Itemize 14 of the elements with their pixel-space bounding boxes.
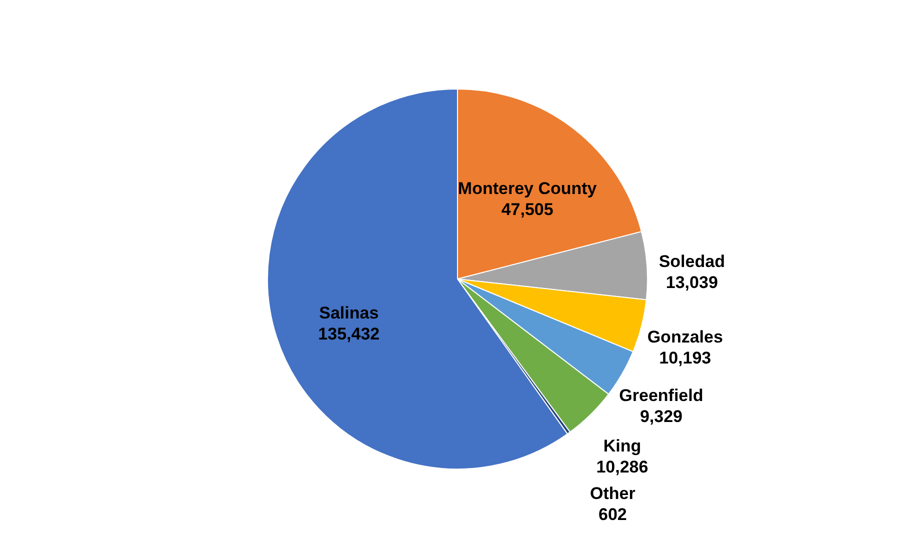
slice-label: King	[603, 436, 642, 456]
slice-label: Greenfield	[619, 386, 704, 406]
slice-label: Salinas	[319, 304, 379, 323]
data-label: 135,432	[318, 324, 380, 344]
slice-label: Gonzales	[647, 327, 723, 346]
data-label: 10,193	[659, 348, 712, 368]
data-label: 13,039	[666, 273, 718, 292]
data-label: 9,329	[640, 407, 682, 426]
slice-label: Other	[590, 484, 636, 503]
data-label: 10,286	[596, 458, 648, 477]
slice-label: Soledad	[658, 252, 725, 272]
slice-label: Monterey County	[458, 178, 598, 198]
data-label: 602	[598, 504, 627, 524]
data-label: 47,505	[501, 200, 554, 219]
